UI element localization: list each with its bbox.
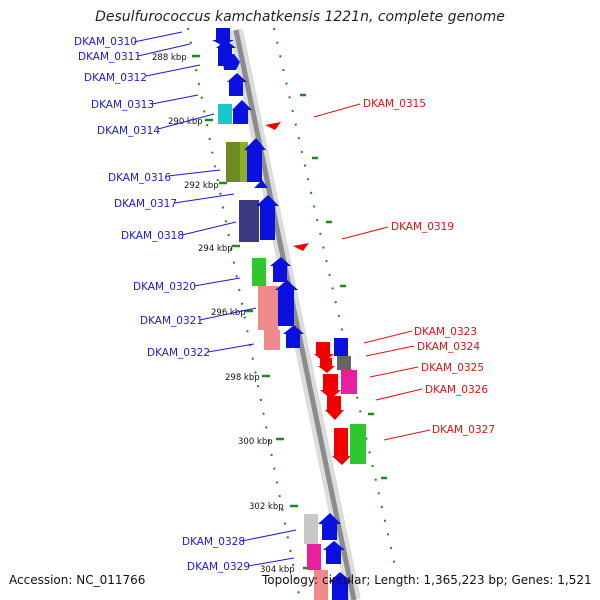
gene-label[interactable]: DKAM_0327 — [432, 424, 495, 436]
gene-label[interactable]: DKAM_0314 — [97, 125, 160, 137]
cds-feature — [320, 374, 341, 399]
gene-label[interactable]: DKAM_0313 — [91, 99, 154, 111]
genome-summary: Topology: circular; Length: 1,365,223 bp… — [262, 573, 592, 587]
tick-label: 298 kbp — [225, 373, 260, 383]
cds-feature — [314, 570, 328, 600]
cds-feature — [265, 122, 281, 130]
accession-text: Accession: NC_011766 — [9, 573, 146, 587]
cds-feature — [334, 338, 348, 356]
cds-feature — [264, 330, 280, 350]
cds-feature — [304, 514, 318, 544]
gene-label[interactable]: DKAM_0322 — [147, 347, 210, 359]
cds-feature — [239, 200, 259, 242]
cds-feature — [318, 358, 335, 373]
forward-gene-labels: DKAM_0310 DKAM_0311 DKAM_0312 DKAM_0313 … — [74, 36, 250, 573]
gene-label[interactable]: DKAM_0323 — [414, 326, 477, 338]
cds-feature — [314, 342, 334, 362]
cds-feature — [254, 180, 268, 188]
tick-label: 294 kbp — [198, 244, 233, 254]
reverse-gene-labels: DKAM_0315 DKAM_0319 DKAM_0323 DKAM_0324 … — [363, 98, 495, 436]
forward-strand-features — [212, 28, 352, 600]
cds-feature — [275, 280, 298, 326]
gene-label[interactable]: DKAM_0328 — [182, 536, 245, 548]
cds-feature — [325, 396, 344, 420]
cds-feature — [222, 54, 240, 70]
tick-label: 296 kbp — [211, 308, 246, 318]
cds-feature — [270, 257, 291, 282]
gene-label[interactable]: DKAM_0329 — [187, 561, 250, 573]
cds-feature — [258, 286, 278, 330]
genome-backbone — [229, 28, 361, 600]
tick-label: 292 kbp — [184, 181, 219, 191]
gene-label[interactable]: DKAM_0310 — [74, 36, 137, 48]
cds-feature — [337, 356, 351, 370]
right-leader-lines — [313, 103, 431, 441]
gene-label[interactable]: DKAM_0312 — [84, 72, 147, 84]
map-title: Desulfurococcus kamchatkensis 1221n, com… — [95, 9, 505, 25]
gene-label[interactable]: DKAM_0318 — [121, 230, 184, 242]
gene-label[interactable]: DKAM_0311 — [78, 51, 141, 63]
cds-feature — [244, 138, 266, 182]
tick-label: 300 kbp — [238, 437, 273, 447]
cds-feature — [252, 258, 266, 286]
left-leader-lines — [133, 31, 297, 567]
gene-label[interactable]: DKAM_0316 — [108, 172, 171, 184]
gene-label[interactable]: DKAM_0324 — [417, 341, 480, 353]
cds-feature — [256, 195, 279, 240]
gene-label[interactable]: DKAM_0320 — [133, 281, 196, 293]
cds-feature — [232, 100, 252, 124]
cds-feature — [329, 572, 352, 600]
cds-feature — [341, 370, 357, 394]
tick-label: 302 kbp — [249, 502, 284, 512]
gene-label[interactable]: DKAM_0321 — [140, 315, 203, 327]
cds-feature — [332, 428, 351, 465]
cds-feature — [307, 544, 321, 570]
scale-ticks — [192, 54, 387, 570]
gene-label[interactable]: DKAM_0317 — [114, 198, 177, 210]
cds-feature — [227, 73, 247, 96]
tick-label: 288 kbp — [152, 53, 187, 63]
cds-feature — [350, 424, 366, 464]
cds-feature — [283, 325, 304, 348]
gene-label[interactable]: DKAM_0319 — [391, 221, 454, 233]
dotted-guide-tracks — [187, 27, 397, 600]
gene-label[interactable]: DKAM_0326 — [425, 384, 488, 396]
cds-feature — [226, 142, 242, 182]
gene-label[interactable]: DKAM_0315 — [363, 98, 426, 110]
cds-feature — [318, 513, 341, 540]
cds-feature — [218, 104, 232, 124]
tick-label: 304 kbp — [260, 565, 295, 575]
cds-feature — [323, 541, 345, 564]
gene-label[interactable]: DKAM_0325 — [421, 362, 484, 374]
cds-feature — [293, 243, 309, 251]
reverse-strand-features — [265, 122, 366, 465]
cds-feature — [212, 28, 234, 46]
cds-feature — [240, 142, 248, 182]
